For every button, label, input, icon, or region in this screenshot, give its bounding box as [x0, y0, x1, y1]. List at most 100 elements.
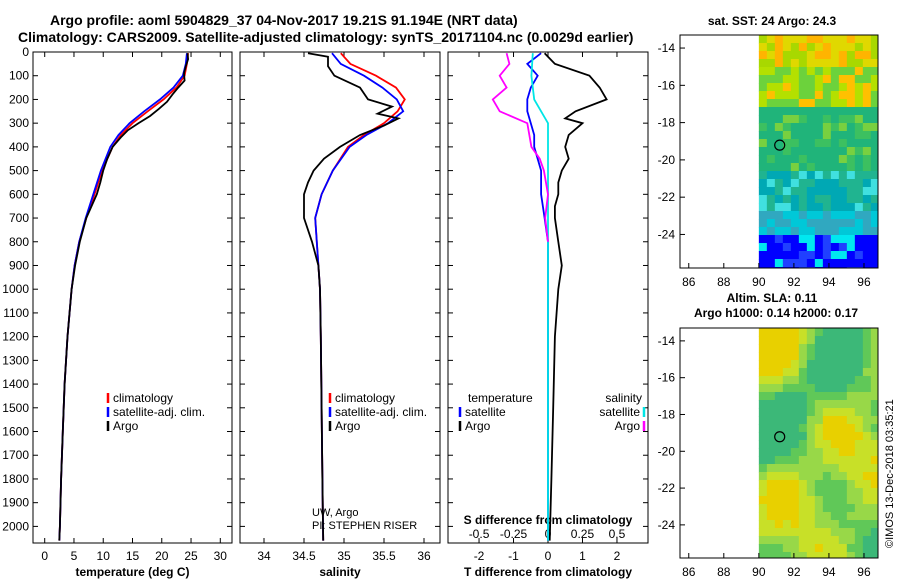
- map-cell: [838, 227, 848, 236]
- map-cell: [814, 59, 824, 68]
- map-cell: [814, 259, 824, 268]
- map-cell: [774, 107, 784, 116]
- s-tick-label: -0.25: [500, 527, 528, 541]
- map-cell: [846, 243, 856, 252]
- salinity-line-argo: [303, 52, 402, 541]
- map-cell: [846, 259, 856, 268]
- map-cell: [814, 384, 824, 393]
- map-cell: [806, 456, 816, 465]
- map-cell: [782, 344, 792, 353]
- map-cell: [846, 504, 856, 513]
- depth-tick-label: 700: [9, 211, 29, 225]
- map-cell: [758, 123, 768, 132]
- map-cell: [846, 43, 856, 52]
- map-cell: [838, 51, 848, 60]
- map-cell: [790, 376, 800, 385]
- map-cell: [838, 440, 848, 449]
- temperature-line-satellite: [58, 53, 188, 541]
- map-cell: [854, 75, 864, 84]
- map-cell: [766, 235, 776, 244]
- map-cell: [790, 235, 800, 244]
- map-x-tick-label: 92: [787, 275, 801, 289]
- map-cell: [862, 480, 872, 489]
- map-cell: [814, 51, 824, 60]
- map-cell: [758, 544, 768, 553]
- map-cell: [798, 147, 808, 156]
- map-cell: [822, 368, 832, 377]
- map-cell: [774, 251, 784, 260]
- map-cell: [862, 432, 872, 441]
- map-cell: [822, 251, 832, 260]
- map-cell: [758, 163, 768, 172]
- map-cell: [830, 171, 840, 180]
- depth-tick-label: 400: [9, 140, 29, 154]
- argo-position-marker: [774, 431, 786, 443]
- map-cell: [798, 91, 808, 100]
- map-cell: [854, 432, 864, 441]
- map-cell: [790, 219, 800, 228]
- map-cell: [814, 352, 824, 361]
- map-cell: [838, 43, 848, 52]
- map-cell: [814, 195, 824, 204]
- argo-position-marker: [774, 139, 786, 151]
- map-cell: [758, 400, 768, 409]
- map-cell: [758, 416, 768, 425]
- map-cell: [814, 472, 824, 481]
- map-x-tick-label: 88: [717, 565, 731, 579]
- map-cell: [870, 376, 879, 385]
- sst-map-title: sat. SST: 24 Argo: 24.3: [708, 14, 837, 28]
- map-cell: [830, 344, 840, 353]
- map-x-tick-label: 86: [682, 275, 696, 289]
- map-cell: [846, 424, 856, 433]
- map-cell: [846, 440, 856, 449]
- map-cell: [838, 352, 848, 361]
- map-cell: [790, 171, 800, 180]
- map-cell: [838, 155, 848, 164]
- map-cell: [838, 107, 848, 116]
- map-cell: [790, 211, 800, 220]
- map-cell: [822, 123, 832, 132]
- map-cell: [782, 416, 792, 425]
- map-cell: [862, 488, 872, 497]
- map-cell: [838, 131, 848, 140]
- map-cell: [798, 376, 808, 385]
- map-cell: [814, 131, 824, 140]
- map-cell: [830, 520, 840, 529]
- map-cell: [862, 243, 872, 252]
- map-cell: [806, 344, 816, 353]
- map-cell: [782, 488, 792, 497]
- map-cell: [798, 139, 808, 148]
- map-cell: [830, 448, 840, 457]
- map-cell: [790, 179, 800, 188]
- sla-map-panel: 86 88 90 92 94 96 -14 -16 -18 -20 -22 -24 Altim. SLA…: [658, 291, 879, 579]
- map-cell: [758, 472, 768, 481]
- sst-map-panel: 86 88 90 92 94 96 -14 -16 -18 -20 -22 -24 sat. SST: …: [658, 14, 879, 289]
- map-cell: [782, 496, 792, 505]
- map-cell: [782, 456, 792, 465]
- map-x-tick-label: 94: [822, 275, 836, 289]
- map-cell: [814, 35, 824, 44]
- map-cell: [838, 464, 848, 473]
- map-cell: [782, 219, 792, 228]
- map-cell: [758, 35, 768, 44]
- map-cell: [854, 480, 864, 489]
- map-cell: [870, 235, 879, 244]
- map-cell: [838, 400, 848, 409]
- map-cell: [846, 552, 856, 559]
- map-cell: [806, 139, 816, 148]
- map-cell: [822, 328, 832, 337]
- map-cell: [830, 91, 840, 100]
- map-cell: [814, 336, 824, 345]
- map-cell: [862, 51, 872, 60]
- map-cell: [798, 163, 808, 172]
- map-cell: [870, 211, 879, 220]
- map-cell: [862, 368, 872, 377]
- map-cell: [766, 456, 776, 465]
- map-cell: [758, 376, 768, 385]
- map-cell: [766, 528, 776, 537]
- map-cell: [758, 336, 768, 345]
- temperature-plot-frame: [32, 51, 233, 544]
- map-cell: [814, 504, 824, 513]
- figure-title-line1: Argo profile: aoml 5904829_37 04-Nov-201…: [50, 12, 518, 28]
- map-cell: [846, 376, 856, 385]
